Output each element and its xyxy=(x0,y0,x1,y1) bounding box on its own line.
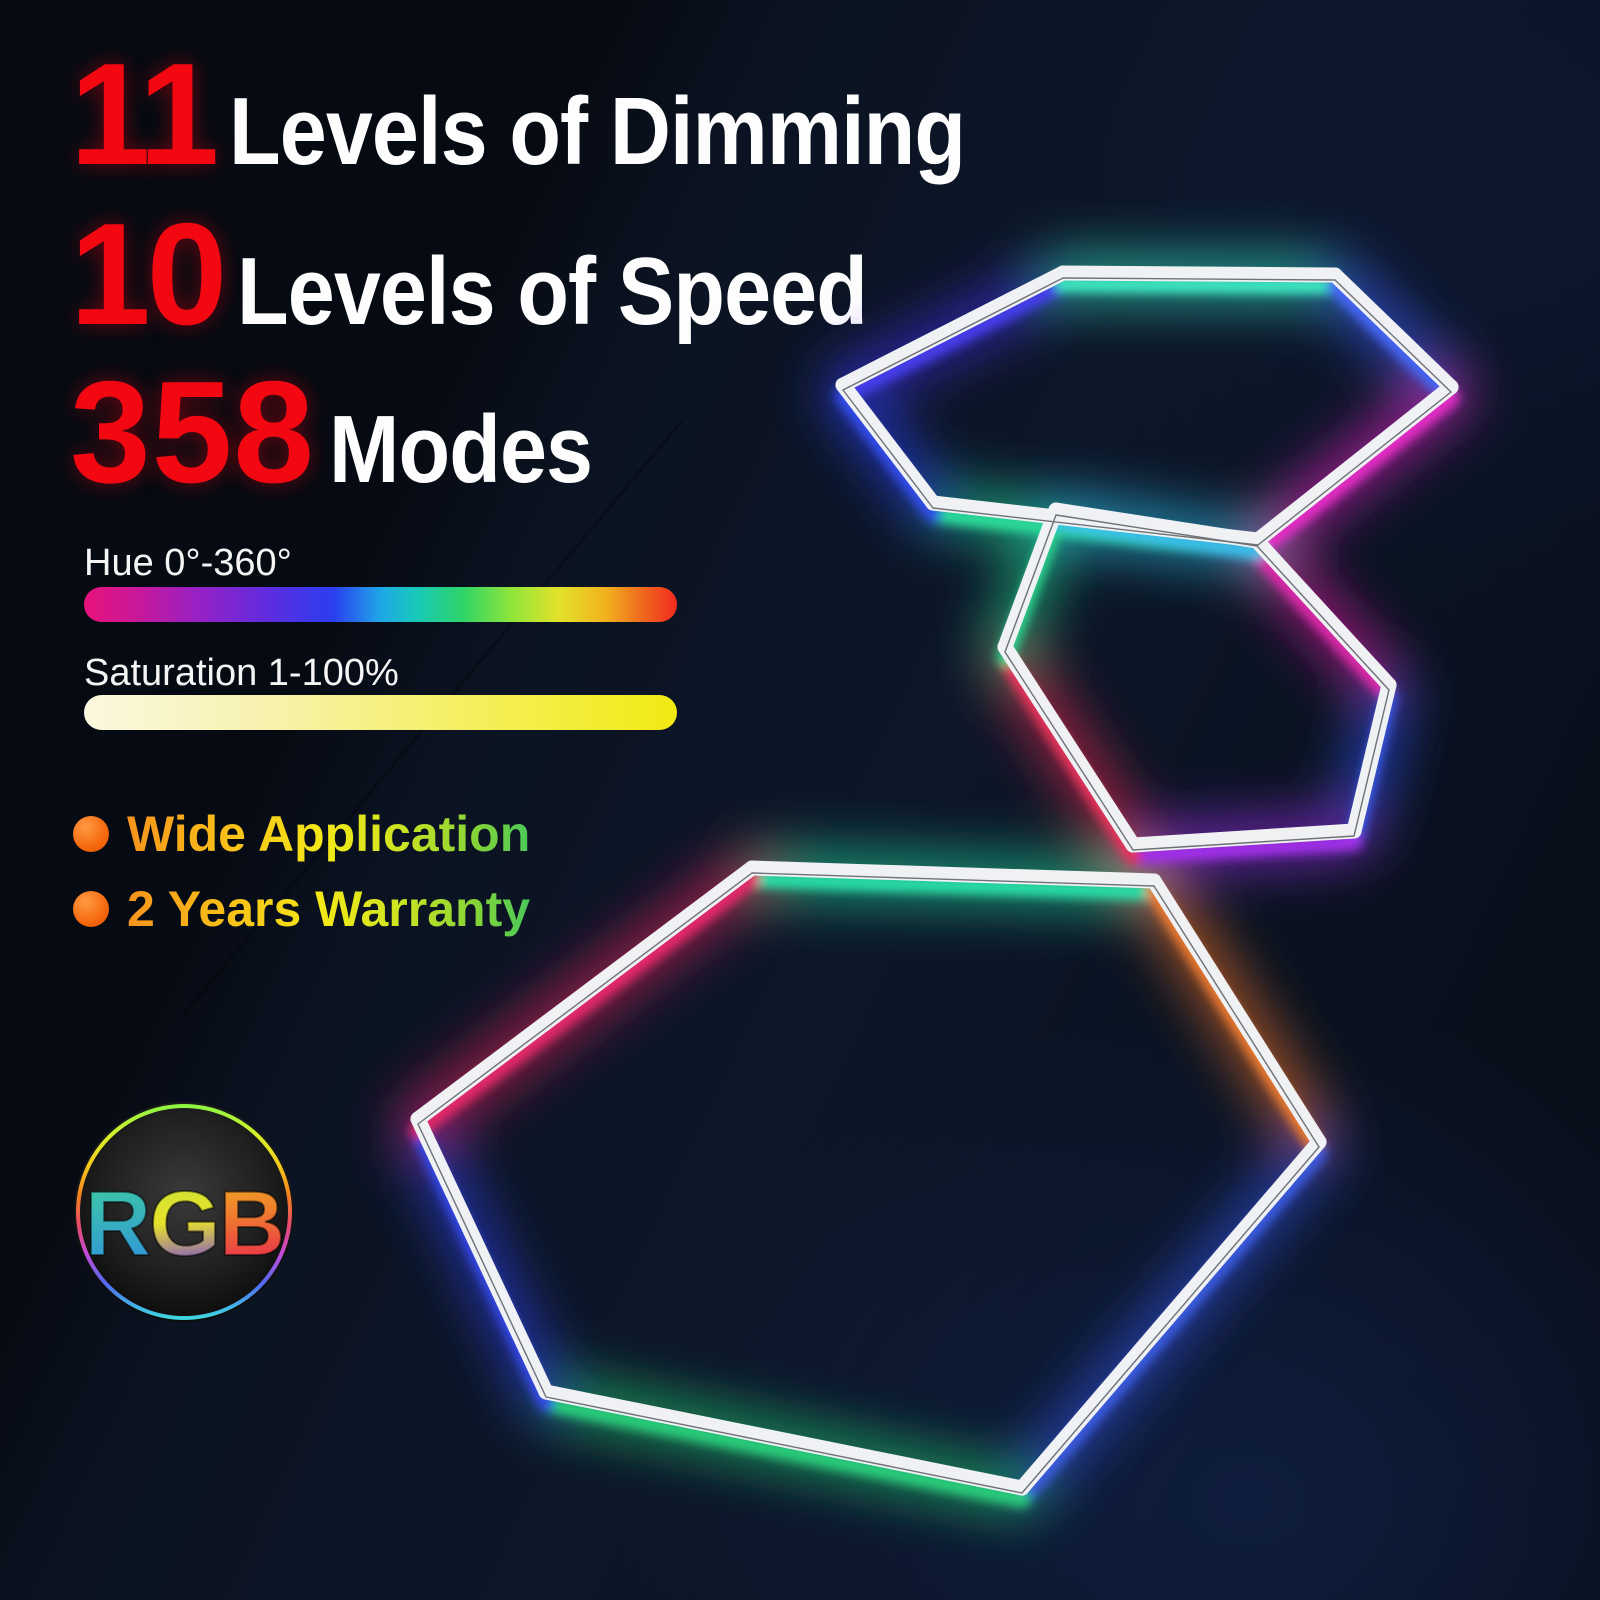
svg-text:RGB: RGB xyxy=(85,1173,283,1275)
